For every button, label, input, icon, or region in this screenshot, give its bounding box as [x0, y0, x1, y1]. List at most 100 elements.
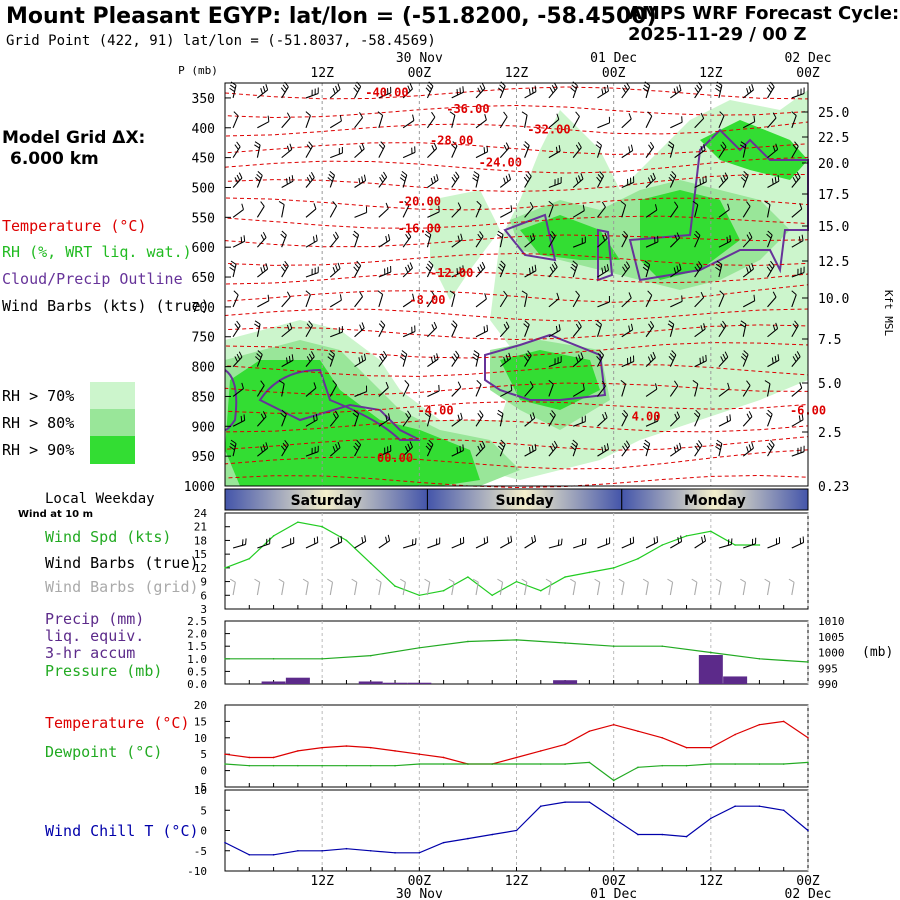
- wind-barb-flag: [771, 178, 774, 185]
- wind-barb-flag: [722, 174, 727, 181]
- wind-barb-flag: [472, 356, 478, 361]
- wind-barb-flag: [549, 266, 554, 273]
- wind-barb-flag: [385, 415, 388, 422]
- wind-barb-flag: [644, 81, 650, 86]
- wind-barb-flag: [794, 353, 799, 360]
- model-grid-label: Model Grid ΔX:: [2, 128, 146, 148]
- wind-barb-flag: [329, 170, 335, 176]
- right-tick-label: 995: [818, 662, 838, 675]
- wind-barb-flag: [727, 203, 730, 210]
- wind-barb: [475, 384, 482, 397]
- wind-barb: [597, 417, 608, 427]
- wind-barb-flag: [306, 323, 312, 329]
- weekday-name: Monday: [684, 493, 746, 509]
- wind-barb-flag: [772, 291, 777, 298]
- wind-barb-flag: [575, 177, 579, 184]
- wind-barb-flag: [497, 409, 504, 415]
- wind-barb-flag: [529, 235, 533, 242]
- wind-barb-flag: [459, 87, 461, 94]
- pressure-tick-label: 800: [192, 361, 215, 376]
- wind-barb: [475, 267, 486, 278]
- wind-barb-flag: [400, 174, 407, 179]
- wind-barb: [378, 115, 384, 128]
- wind-barb: [500, 389, 513, 397]
- temperature-line-point: [734, 733, 736, 736]
- wind-barb: [451, 294, 456, 308]
- pressure-line-point: [807, 661, 809, 663]
- temperature-contour: [224, 234, 809, 248]
- wind-barb: [281, 234, 287, 248]
- y-tick-label: 21: [194, 521, 207, 534]
- grid-wind-barb-flag: [472, 578, 479, 583]
- wind-barb: [767, 359, 780, 368]
- surface-wind-barb: [305, 542, 318, 549]
- wind-barb-flag: [746, 201, 751, 207]
- weekday-name: Sunday: [496, 493, 554, 509]
- temperature-line-point: [224, 753, 226, 755]
- wind-barb-flag: [407, 443, 411, 450]
- wind-barb-flag: [256, 174, 262, 179]
- wind-barb-flag: [407, 85, 411, 92]
- wind-barb-flag: [551, 230, 556, 237]
- wind-barb: [378, 418, 391, 427]
- temperature-contour: [224, 449, 809, 470]
- wind-barb-flag: [265, 84, 269, 91]
- wind-barb: [329, 205, 338, 218]
- right-tick-label: 1005: [818, 631, 845, 644]
- wind-barb-flag: [726, 415, 729, 422]
- wind-barb-flag: [673, 446, 677, 453]
- wind-barb-flag: [696, 263, 701, 270]
- wind-barb-flag: [255, 177, 261, 182]
- wind-barb-flag: [580, 352, 584, 359]
- wind-barb-flag: [555, 325, 558, 332]
- wind-barb-flag: [527, 171, 532, 177]
- temperature-contour: [224, 436, 809, 451]
- wind-chill-line-point: [588, 801, 591, 803]
- y-tick-label: 12: [194, 562, 207, 575]
- surface-wind-barb-flag: [483, 537, 486, 544]
- wind-barb-flag: [500, 81, 506, 87]
- pressure-line-point: [564, 642, 566, 644]
- grid-wind-barb-flag: [375, 578, 382, 583]
- wind-barb-flag: [238, 351, 243, 358]
- surface-wind-barb-flag: [680, 535, 683, 542]
- wind-barb-flag: [353, 266, 358, 272]
- wind-barb-flag: [233, 111, 239, 117]
- wind-barb-flag: [289, 143, 293, 150]
- temperature-label: -36.00: [446, 102, 489, 116]
- surface-wind-barb: [791, 542, 804, 549]
- height-tick-label: 17.5: [818, 188, 849, 203]
- wind-barb-flag: [456, 89, 459, 96]
- wind-barb: [281, 149, 293, 159]
- wind-barb-flag: [265, 442, 269, 449]
- wind-barb-flag: [748, 86, 752, 93]
- surface-wind-barb-flag: [387, 534, 391, 541]
- wind-barb-flag: [791, 290, 797, 296]
- wind-barb-flag: [278, 380, 285, 385]
- wind-barb-flag: [527, 350, 532, 356]
- wind-barb-flag: [602, 234, 606, 241]
- wind-barb-flag: [668, 176, 674, 182]
- y-tick-label: -5: [194, 781, 207, 794]
- precip-bar: [698, 655, 723, 684]
- wind-barb-flag: [772, 324, 776, 331]
- wind-barb-flag: [306, 356, 311, 362]
- surface-wind-barb-flag: [364, 535, 367, 542]
- wind-barb-flag: [472, 177, 478, 182]
- wind-barb-flag: [500, 439, 506, 445]
- wind-barb-flag: [477, 87, 481, 94]
- wind-barb: [232, 85, 237, 99]
- cloud-outline: [597, 228, 614, 282]
- wind-barb: [621, 235, 629, 248]
- wind-barb-flag: [694, 87, 699, 93]
- wind-barb-flag: [361, 143, 365, 150]
- wind-barb-flag: [702, 356, 704, 363]
- wind-barb-flag: [286, 178, 288, 185]
- wind-barb: [475, 235, 484, 248]
- wind-barb-flag: [503, 323, 508, 330]
- y-tick-label: 0.0: [187, 678, 207, 691]
- wind-barb-flag: [483, 326, 486, 333]
- wind-barb-flag: [528, 446, 531, 454]
- surface-wind-barb-flag: [361, 536, 364, 544]
- bottom-date-label: 02 Dec: [785, 887, 832, 900]
